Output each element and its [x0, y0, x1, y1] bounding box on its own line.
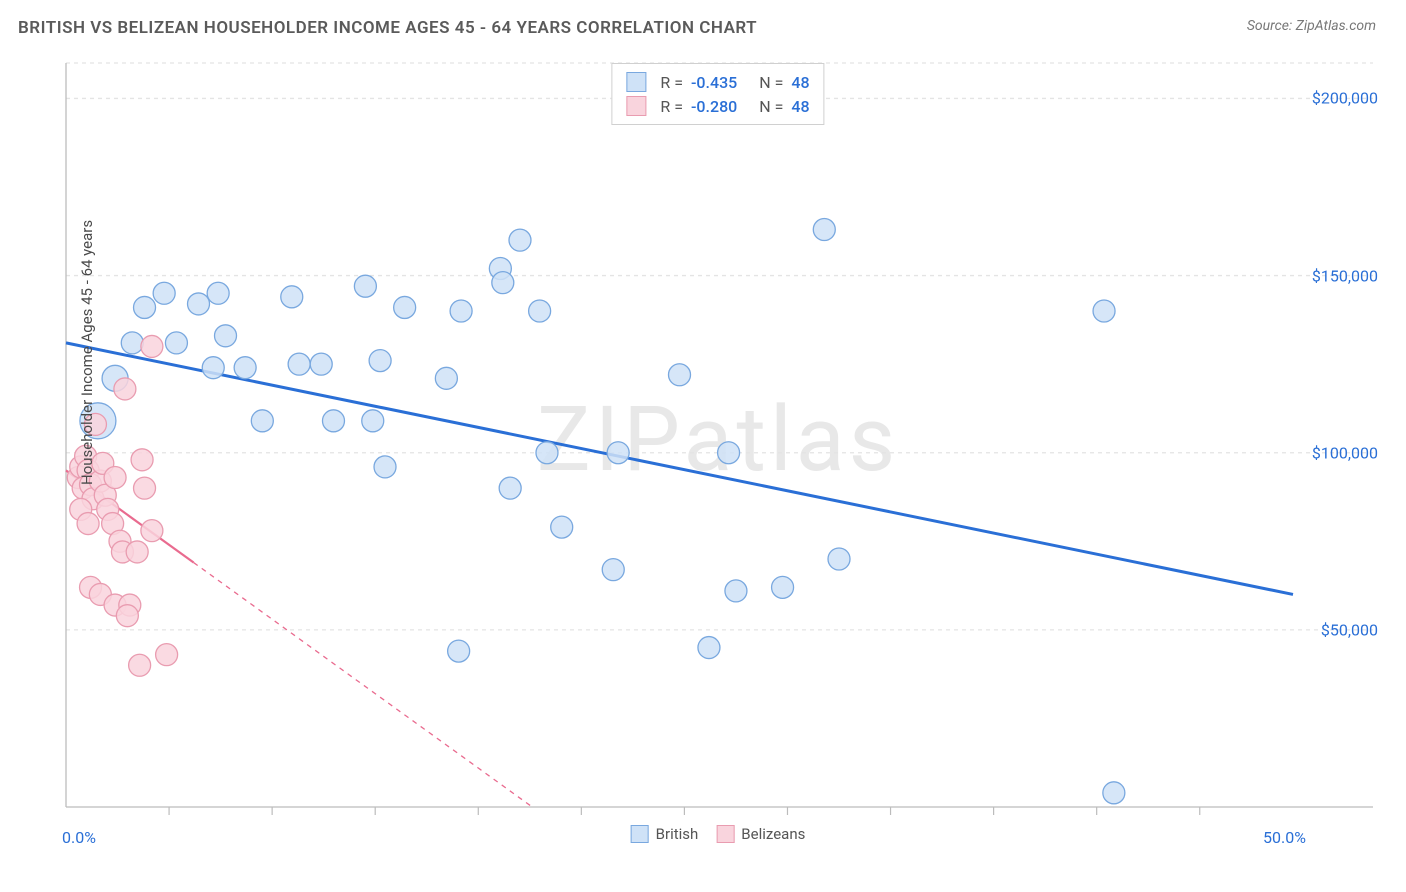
source-attribution: Source: ZipAtlas.com [1247, 18, 1376, 34]
legend-label-belizeans: Belizeans [741, 825, 805, 843]
scatter-plot [48, 55, 1388, 845]
y-tick-label: $200,000 [1312, 89, 1378, 108]
chart-container: ZIPatlas R = -0.435 N = 48 R = -0.280 N … [48, 55, 1388, 845]
legend-row-british: R = -0.435 N = 48 [626, 70, 809, 94]
y-tick-label: $50,000 [1321, 620, 1378, 639]
n-label: N = [759, 97, 783, 116]
legend-item-british: British [631, 825, 699, 843]
r-value-belizeans: -0.280 [691, 97, 737, 116]
x-tick-label: 0.0% [62, 828, 96, 847]
r-label: R = [660, 97, 683, 116]
chart-title: BRITISH VS BELIZEAN HOUSEHOLDER INCOME A… [18, 18, 757, 38]
r-value-british: -0.435 [691, 73, 737, 92]
x-tick-label: 50.0% [1263, 828, 1306, 847]
legend-label-british: British [656, 825, 699, 843]
series-legend: British Belizeans [631, 825, 806, 843]
legend-swatch-british [631, 825, 649, 843]
y-tick-label: $100,000 [1312, 443, 1378, 462]
chart-header: BRITISH VS BELIZEAN HOUSEHOLDER INCOME A… [0, 0, 1406, 48]
legend-swatch-british [626, 72, 646, 92]
n-value-belizeans: 48 [791, 97, 809, 116]
n-value-british: 48 [791, 73, 809, 92]
legend-swatch-belizeans [626, 96, 646, 116]
y-axis-label: Householder Income Ages 45 - 64 years [78, 220, 96, 485]
n-label: N = [759, 73, 783, 92]
legend-item-belizeans: Belizeans [716, 825, 805, 843]
correlation-legend: R = -0.435 N = 48 R = -0.280 N = 48 [611, 63, 824, 125]
legend-row-belizeans: R = -0.280 N = 48 [626, 94, 809, 118]
legend-swatch-belizeans [716, 825, 734, 843]
r-label: R = [660, 73, 683, 92]
y-tick-label: $150,000 [1312, 266, 1378, 285]
